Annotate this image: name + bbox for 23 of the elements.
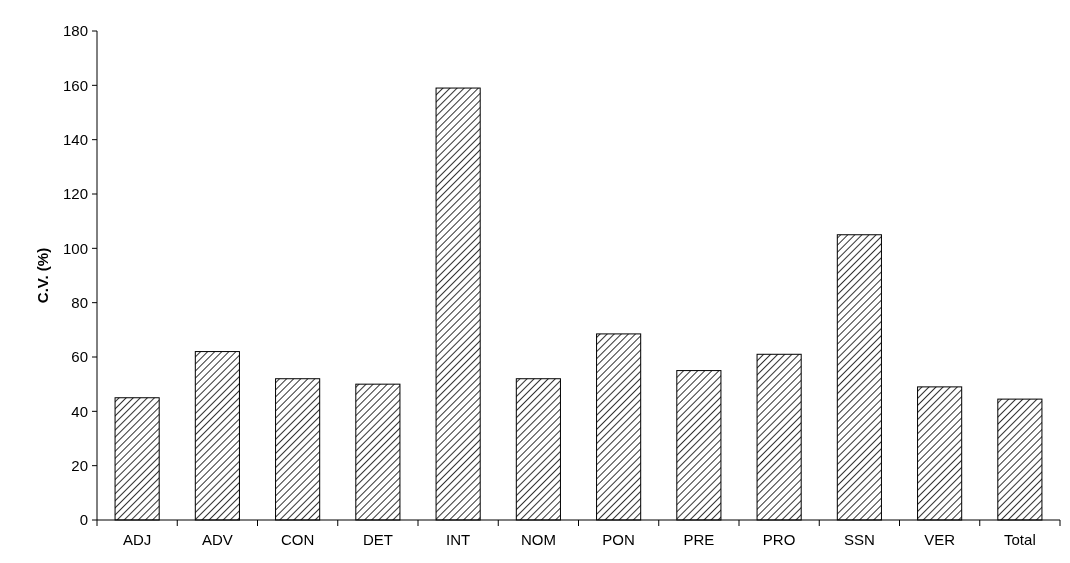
x-tick-label: DET [362, 531, 393, 548]
y-tick-label: 100 [62, 239, 88, 257]
y-tick-label: 80 [71, 293, 88, 311]
x-tick-label: VER [924, 531, 956, 548]
y-tick-label: 180 [62, 22, 88, 40]
x-tick-label: SSN [843, 531, 875, 548]
y-tick-label: 20 [71, 456, 88, 474]
x-tick-label: ADV [201, 531, 233, 548]
x-tick-label: PON [602, 531, 635, 548]
y-tick-label: 140 [62, 130, 88, 148]
x-tick-label: CON [280, 531, 315, 548]
y-tick-label: 40 [71, 402, 88, 420]
x-tick-label: INT [446, 531, 471, 548]
x-tick-label: PRO [762, 531, 796, 548]
y-tick-label: 120 [62, 185, 88, 203]
x-tick-label: NOM [520, 531, 556, 548]
y-tick-label: 60 [71, 348, 88, 366]
y-tick-label: 0 [79, 511, 88, 529]
x-tick-label: Total [1004, 531, 1036, 548]
y-tick-label: 160 [62, 76, 88, 94]
x-tick-label: ADJ [122, 531, 152, 548]
y-axis-title: C.V. (%) [34, 247, 51, 304]
x-tick-label: PRE [683, 531, 715, 548]
